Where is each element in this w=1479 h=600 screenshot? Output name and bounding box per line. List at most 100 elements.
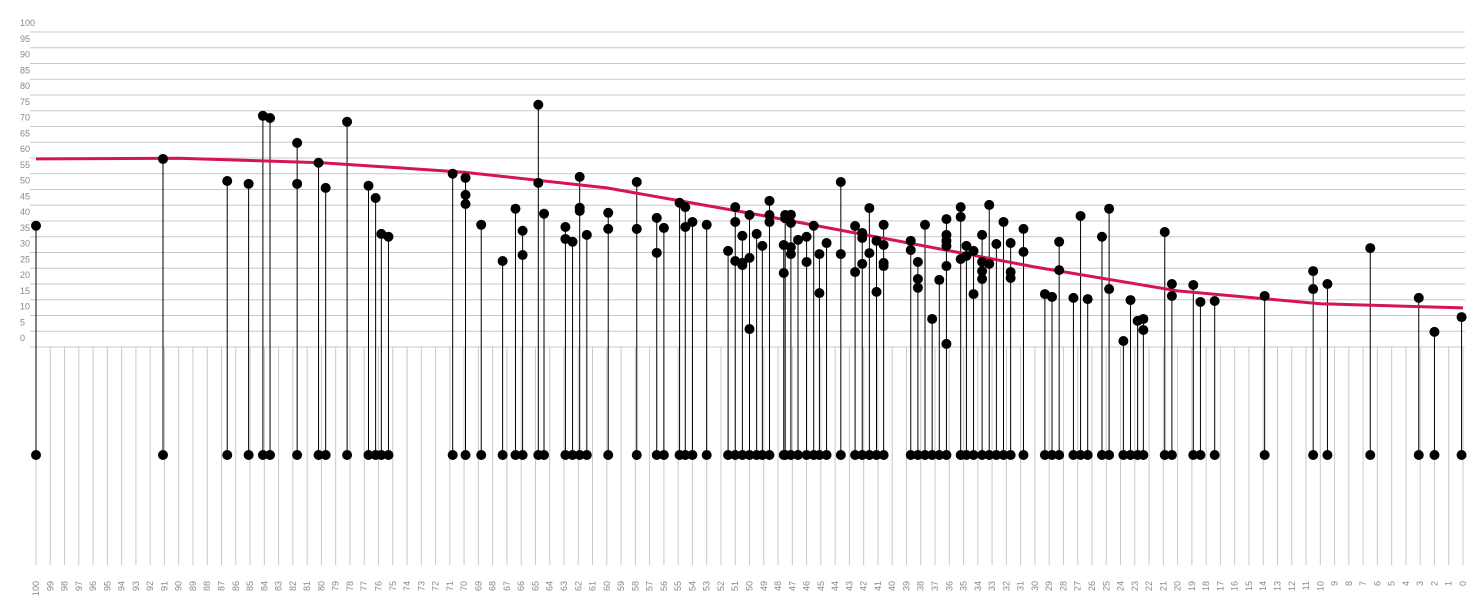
point	[574, 205, 585, 216]
point	[658, 222, 669, 233]
y-tick-label: 0	[20, 333, 25, 343]
point	[764, 210, 775, 221]
stem-foot	[1005, 450, 1016, 460]
point	[1005, 238, 1016, 249]
stem-foot	[864, 450, 875, 460]
x-tick-label: 8	[1344, 581, 1354, 586]
stem-foot	[510, 450, 521, 460]
stem-foot	[158, 450, 169, 460]
stem-foot	[814, 450, 825, 460]
point	[793, 234, 804, 245]
stem-foot	[871, 450, 882, 460]
stem-foot	[342, 450, 353, 460]
y-tick-label: 45	[20, 191, 30, 201]
stem-foot	[764, 450, 775, 460]
point	[912, 273, 923, 284]
x-tick-label: 81	[302, 581, 312, 591]
x-tick-label: 31	[1016, 581, 1026, 591]
stem-foot	[476, 450, 487, 460]
x-tick-label: 45	[816, 581, 826, 591]
x-tick-label: 70	[459, 581, 469, 591]
point	[567, 236, 578, 247]
stem-foot	[1104, 450, 1115, 460]
stem-foot	[517, 450, 528, 460]
x-tick-label: 44	[830, 581, 840, 591]
point	[785, 242, 796, 253]
y-tick-label: 55	[20, 160, 30, 170]
stem-foot	[968, 450, 979, 460]
stem-foot	[920, 450, 931, 460]
x-tick-label: 6	[1372, 581, 1382, 586]
x-tick-label: 87	[217, 581, 227, 591]
stem-foot	[574, 450, 585, 460]
point	[764, 195, 775, 206]
point	[961, 250, 972, 261]
stem-foot	[581, 450, 592, 460]
point	[476, 219, 487, 230]
point	[764, 216, 775, 227]
point	[581, 229, 592, 240]
x-tick-label: 17	[1215, 581, 1225, 591]
y-tick-label: 35	[20, 223, 30, 233]
x-tick-label: 30	[1030, 581, 1040, 591]
x-tick-label: 51	[730, 581, 740, 591]
point	[1075, 210, 1086, 221]
point	[977, 273, 988, 284]
point	[778, 267, 789, 278]
stem-foot	[835, 450, 846, 460]
point	[977, 266, 988, 277]
stem-foot	[320, 450, 331, 460]
stem-foot	[363, 450, 374, 460]
y-tick-label: 40	[20, 207, 30, 217]
point	[730, 202, 741, 213]
x-tick-label: 53	[702, 581, 712, 591]
point	[737, 230, 748, 241]
x-tick-label: 60	[602, 581, 612, 591]
point	[1413, 292, 1424, 303]
point	[313, 157, 324, 168]
stem-foot	[757, 450, 768, 460]
x-tick-label: 71	[445, 581, 455, 591]
stem-foot	[1075, 450, 1086, 460]
stem-foot	[265, 450, 276, 460]
point	[1118, 336, 1129, 347]
y-tick-label: 90	[20, 50, 30, 60]
x-tick-label: 16	[1230, 581, 1240, 591]
point	[701, 219, 712, 230]
point	[1047, 291, 1058, 302]
x-tick-label: 75	[388, 581, 398, 591]
x-tick-label: 50	[745, 581, 755, 591]
x-tick-label: 39	[901, 581, 911, 591]
stem-foot	[243, 450, 254, 460]
point	[941, 240, 952, 251]
point	[1429, 326, 1440, 337]
x-tick-label: 15	[1244, 581, 1254, 591]
stem-foot	[222, 450, 233, 460]
x-tick-label: 23	[1130, 581, 1140, 591]
x-tick-label: 13	[1272, 581, 1282, 591]
x-tick-label: 3	[1415, 581, 1425, 586]
point	[1259, 290, 1270, 301]
point	[1209, 296, 1220, 307]
point	[878, 261, 889, 272]
stem-foot	[687, 450, 698, 460]
x-tick-label: 25	[1101, 581, 1111, 591]
point	[1054, 265, 1065, 276]
stem-foot	[1118, 450, 1129, 460]
point	[744, 324, 755, 335]
stem-foot	[850, 450, 861, 460]
point	[1054, 236, 1065, 247]
x-tick-label: 38	[916, 581, 926, 591]
stem-foot	[801, 450, 812, 460]
stem-foot	[658, 450, 669, 460]
stem-foot	[1413, 450, 1424, 460]
x-tick-label: 73	[416, 581, 426, 591]
x-tick-label: 83	[274, 581, 284, 591]
point	[651, 247, 662, 258]
stem-foot	[560, 450, 571, 460]
point	[968, 245, 979, 256]
point	[1096, 231, 1107, 242]
stem-foot	[1039, 450, 1050, 460]
point	[814, 288, 825, 299]
stem-foot	[1429, 450, 1440, 460]
